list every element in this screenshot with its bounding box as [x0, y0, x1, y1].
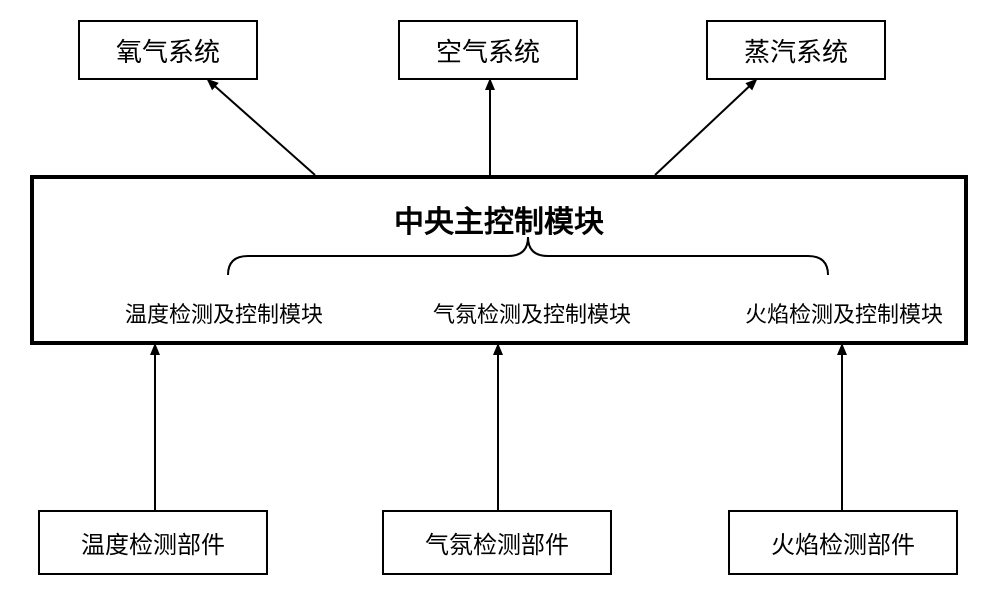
- detector-box-temperature: 温度检测部件: [38, 510, 268, 575]
- submodule-temperature: 温度检测及控制模块: [74, 297, 374, 329]
- detector-box-atmosphere: 气氛检测部件: [382, 510, 612, 575]
- system-box-oxygen: 氧气系统: [78, 20, 258, 80]
- detector-label: 温度检测部件: [81, 525, 225, 560]
- system-label: 氧气系统: [116, 32, 220, 69]
- central-control-title: 中央主控制模块: [34, 197, 964, 241]
- system-label: 空气系统: [436, 32, 540, 69]
- submodule-atmosphere: 气氛检测及控制模块: [382, 297, 682, 329]
- central-control-module: 中央主控制模块 温度检测及控制模块 气氛检测及控制模块 火焰检测及控制模块: [30, 175, 968, 345]
- detector-label: 气氛检测部件: [425, 525, 569, 560]
- system-box-steam: 蒸汽系统: [706, 20, 886, 80]
- system-label: 蒸汽系统: [744, 32, 848, 69]
- submodule-flame: 火焰检测及控制模块: [694, 297, 994, 329]
- detector-label: 火焰检测部件: [771, 525, 915, 560]
- system-box-air: 空气系统: [398, 20, 578, 80]
- detector-box-flame: 火焰检测部件: [728, 510, 958, 575]
